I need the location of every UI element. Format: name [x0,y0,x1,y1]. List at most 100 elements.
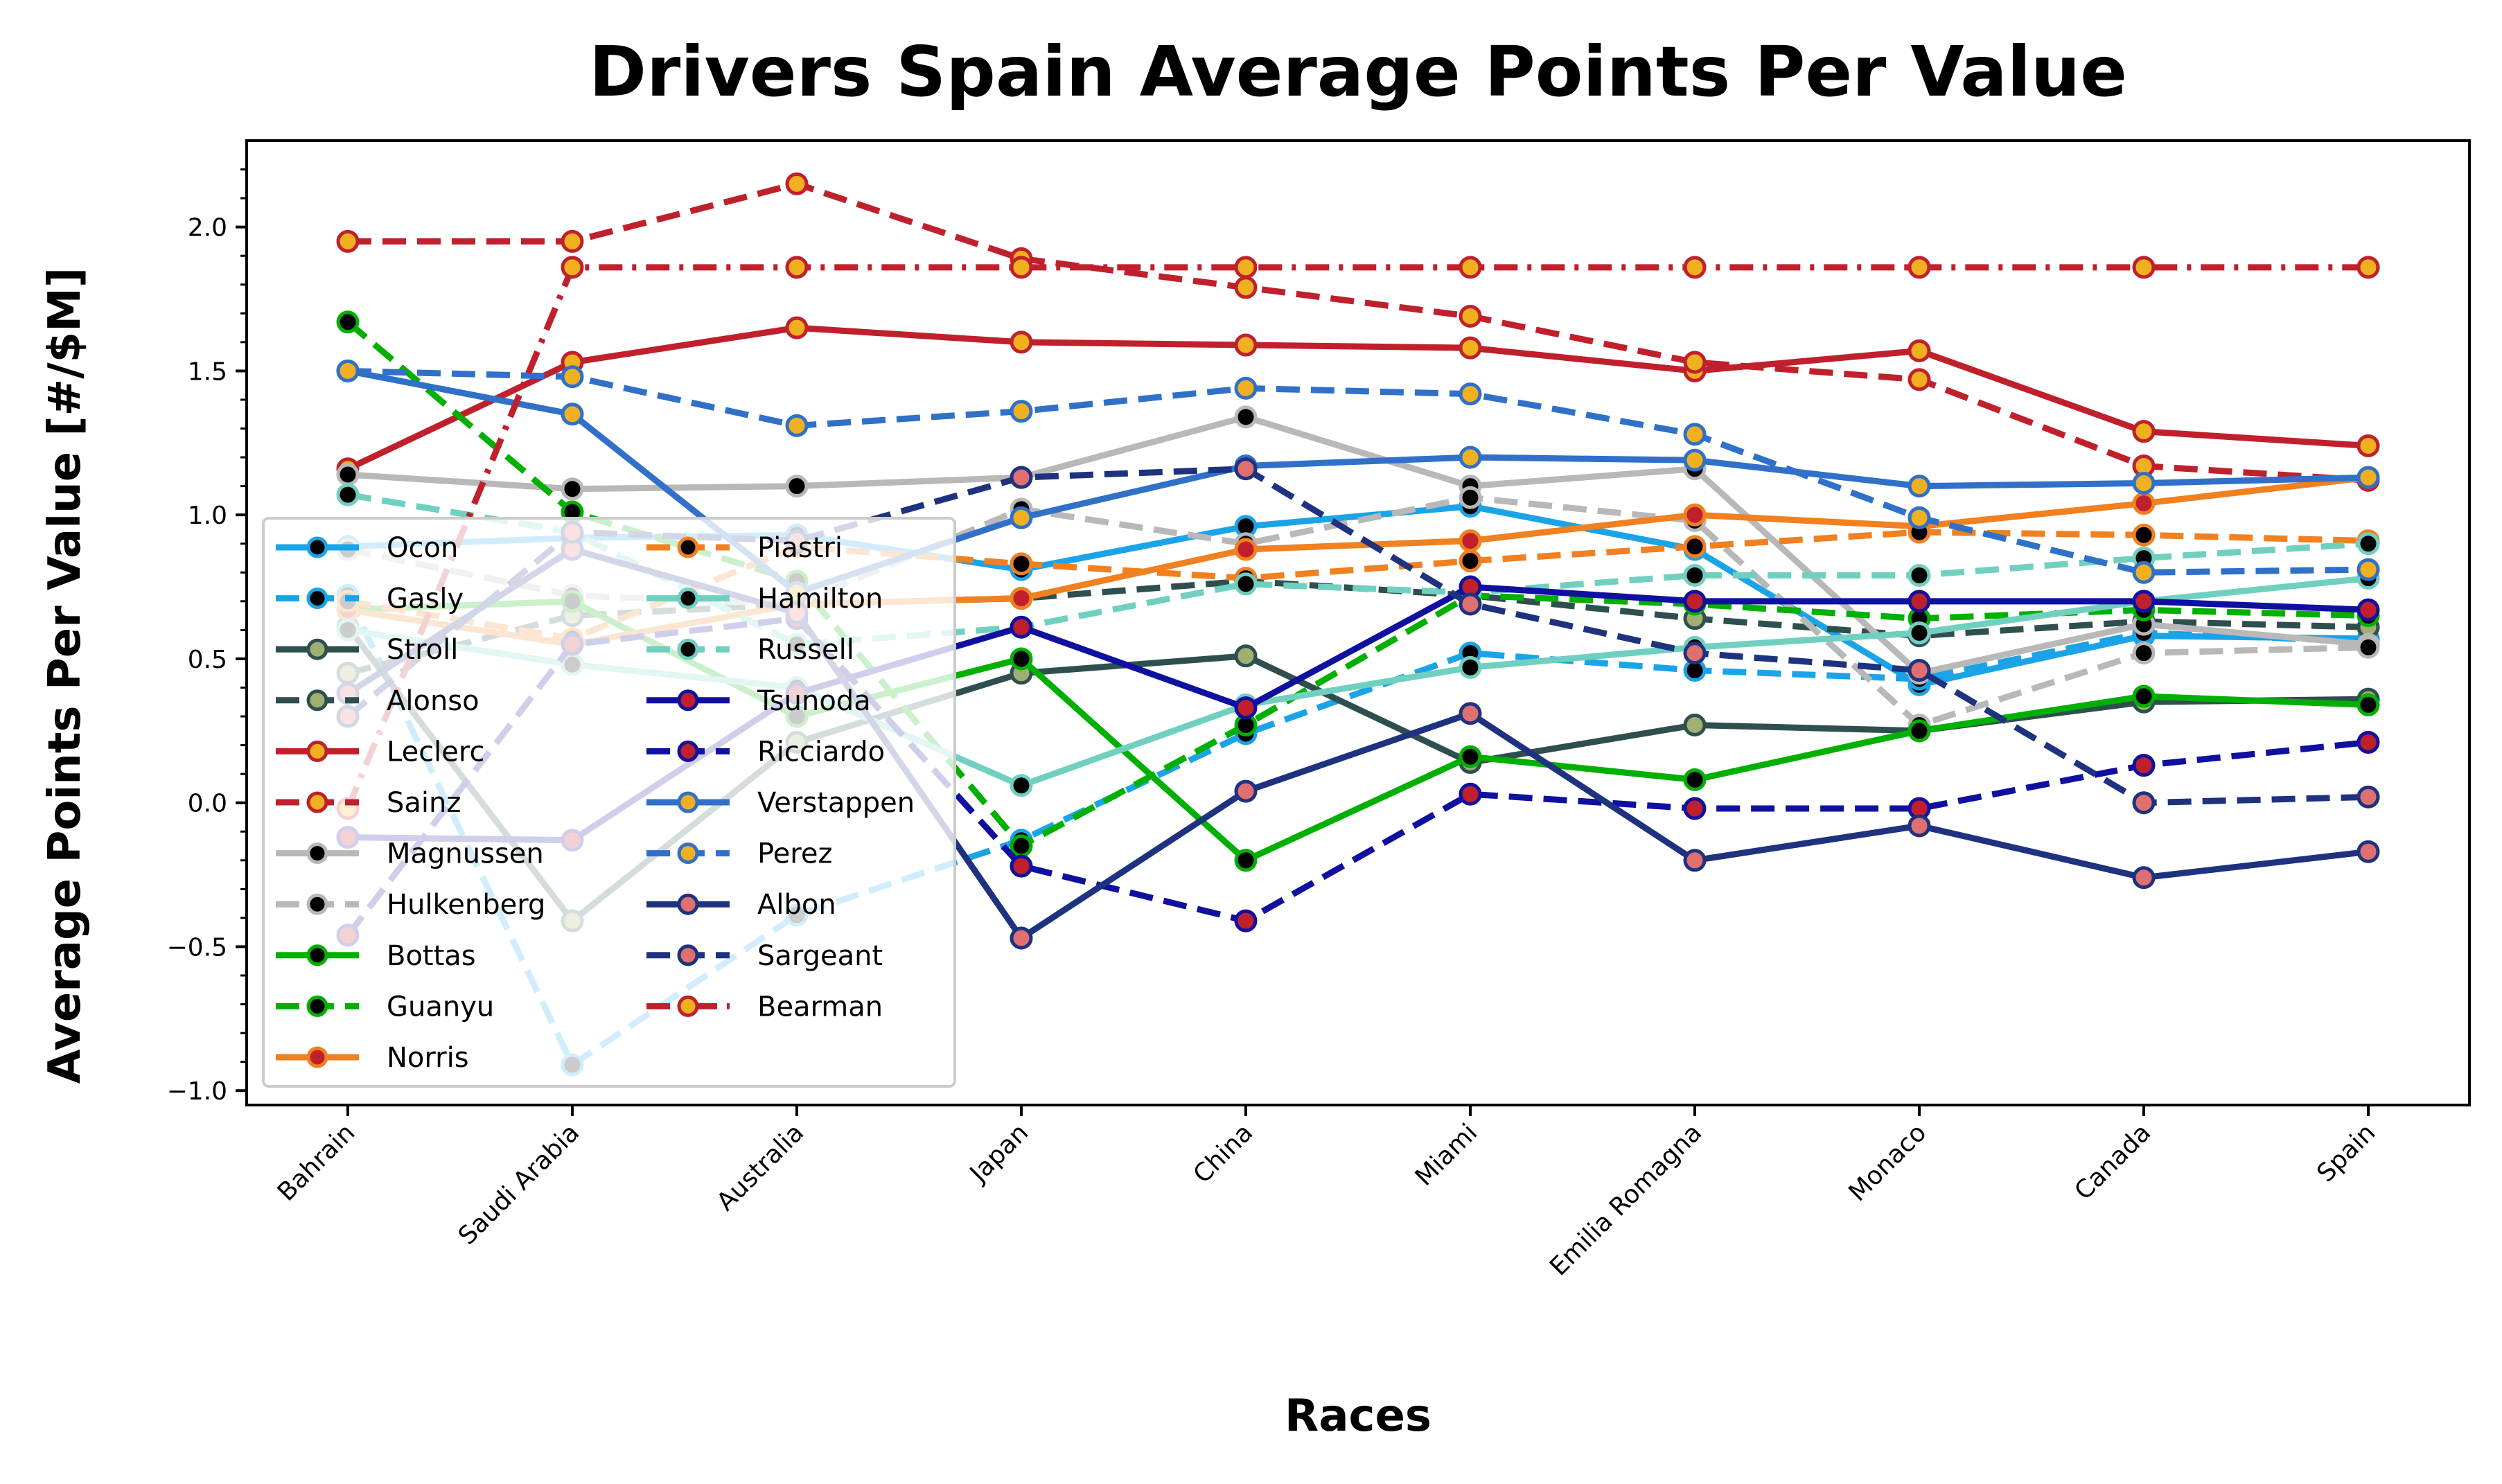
legend-label: Hulkenberg [387,889,545,921]
data-point [1459,549,1482,573]
legend-marker [677,791,699,813]
data-point [1683,590,1707,613]
data-point [1010,774,1033,797]
x-tick-label: Monaco [1844,1118,1932,1207]
data-point [1459,304,1482,328]
data-point [1010,615,1033,639]
series-bearman [336,256,2380,820]
data-point [2132,256,2156,279]
legend-label: Norris [387,1042,469,1074]
x-tick-label: Bahrain [272,1118,360,1206]
series-line-perez [347,367,2369,576]
data-point [1234,538,1258,561]
data-point [785,172,809,195]
data-point [1683,714,1707,737]
plot-frame [245,139,2471,1106]
legend-marker [306,944,328,966]
data-point [1908,563,1931,587]
legend-marker [306,842,328,865]
x-tick-label: Australia [712,1118,810,1217]
data-point [1908,590,1931,613]
x-tick-label: Japan [964,1118,1034,1188]
series-perez [336,359,2380,584]
data-point [1234,696,1258,720]
data-point [336,359,360,382]
data-point [1459,782,1482,806]
legend-item-sargeant: Sargeant [646,940,883,972]
legend-item-ocon: Ocon [276,532,458,564]
data-point [1908,719,1931,743]
data-point [2356,693,2380,716]
legend-label: Ricciardo [757,736,885,768]
data-point [785,475,809,498]
series-line-hulkenberg [347,494,2369,729]
data-point [1908,339,1931,362]
chart-title: Drivers Spain Average Points Per Value [589,31,2127,112]
data-point [1683,535,1707,558]
x-axis-label: Races [1285,1390,1431,1442]
legend-marker [677,995,699,1017]
legend-label: Tsunoda [757,685,871,717]
legend-item-guanyu: Guanyu [276,991,494,1023]
x-tick-label: China [1188,1118,1259,1189]
data-point [1234,276,1258,299]
data-point [1683,448,1707,472]
data-point [1459,592,1482,616]
data-point [2132,866,2156,890]
data-point [1908,814,1931,838]
legend-marker [306,536,328,558]
legend-label: Stroll [387,634,458,666]
y-axis-label: Average Points Per Value [#/$M] [39,267,91,1084]
data-point [1908,506,1931,529]
series-leclerc [336,316,2380,481]
data-point [1683,797,1707,820]
legend-label: Sainz [387,787,461,819]
data-point [1010,330,1033,354]
legend-item-verstappen: Verstappen [646,787,915,819]
series-sainz [336,172,2380,492]
data-point [1459,655,1482,679]
data-point [1908,621,1931,645]
data-point [2356,532,2380,556]
legend-label: Russell [757,634,854,666]
data-point [2132,754,2156,777]
data-point [1459,486,1482,509]
legend-marker [306,588,328,610]
data-point [1459,745,1482,768]
legend-item-ricciardo: Ricciardo [646,736,885,768]
data-point [1234,333,1258,357]
legend-label: Albon [757,889,836,921]
data-point [785,256,809,279]
data-point [1683,768,1707,791]
data-point [1010,552,1033,576]
legend-marker [306,740,328,762]
legend-marker [306,995,328,1017]
legend-label: Verstappen [757,787,915,819]
data-point [2132,492,2156,515]
legend-label: Gasly [387,583,464,615]
data-point [1908,659,1931,682]
data-point [2356,598,2380,621]
legend-marker [677,689,699,712]
data-point [1459,382,1482,406]
legend-item-albon: Albon [646,889,836,921]
legend-item-norris: Norris [276,1042,469,1074]
legend-marker [306,893,328,915]
data-point [2356,434,2380,457]
legend-label: Bottas [387,940,476,972]
legend-item-tsunoda: Tsunoda [646,685,871,717]
data-point [2356,558,2380,581]
data-point [1234,644,1258,668]
data-point [1908,475,1931,498]
legend-marker [677,536,699,558]
data-point [1010,466,1033,489]
legend-item-gasly: Gasly [276,583,464,615]
legend-marker [306,1046,328,1068]
data-point [2356,466,2380,489]
series-line-leclerc [346,324,2369,472]
data-point [561,365,584,389]
series-line-bearman [344,264,2368,810]
data-point [1683,423,1707,446]
legend-marker [677,638,699,660]
legend-item-sainz: Sainz [276,787,461,819]
